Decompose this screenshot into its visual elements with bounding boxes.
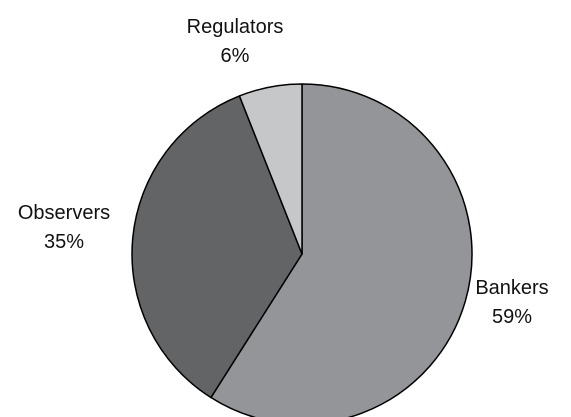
pie-slice-observers <box>131 95 303 399</box>
slice-label-bankers: Bankers <box>475 277 548 299</box>
slice-label-observers: Observers <box>18 202 110 224</box>
slice-label-regulators: Regulators <box>187 16 284 38</box>
pie-slices <box>131 83 473 417</box>
slice-value-bankers: 59% <box>492 306 532 328</box>
pie-labels: Bankers 59% Observers 35% Regulators 6% <box>18 16 549 328</box>
pie-slice-regulators <box>238 83 303 255</box>
slice-value-observers: 35% <box>44 231 84 253</box>
pie-slice-bankers <box>210 83 473 417</box>
slice-value-regulators: 6% <box>221 45 250 67</box>
